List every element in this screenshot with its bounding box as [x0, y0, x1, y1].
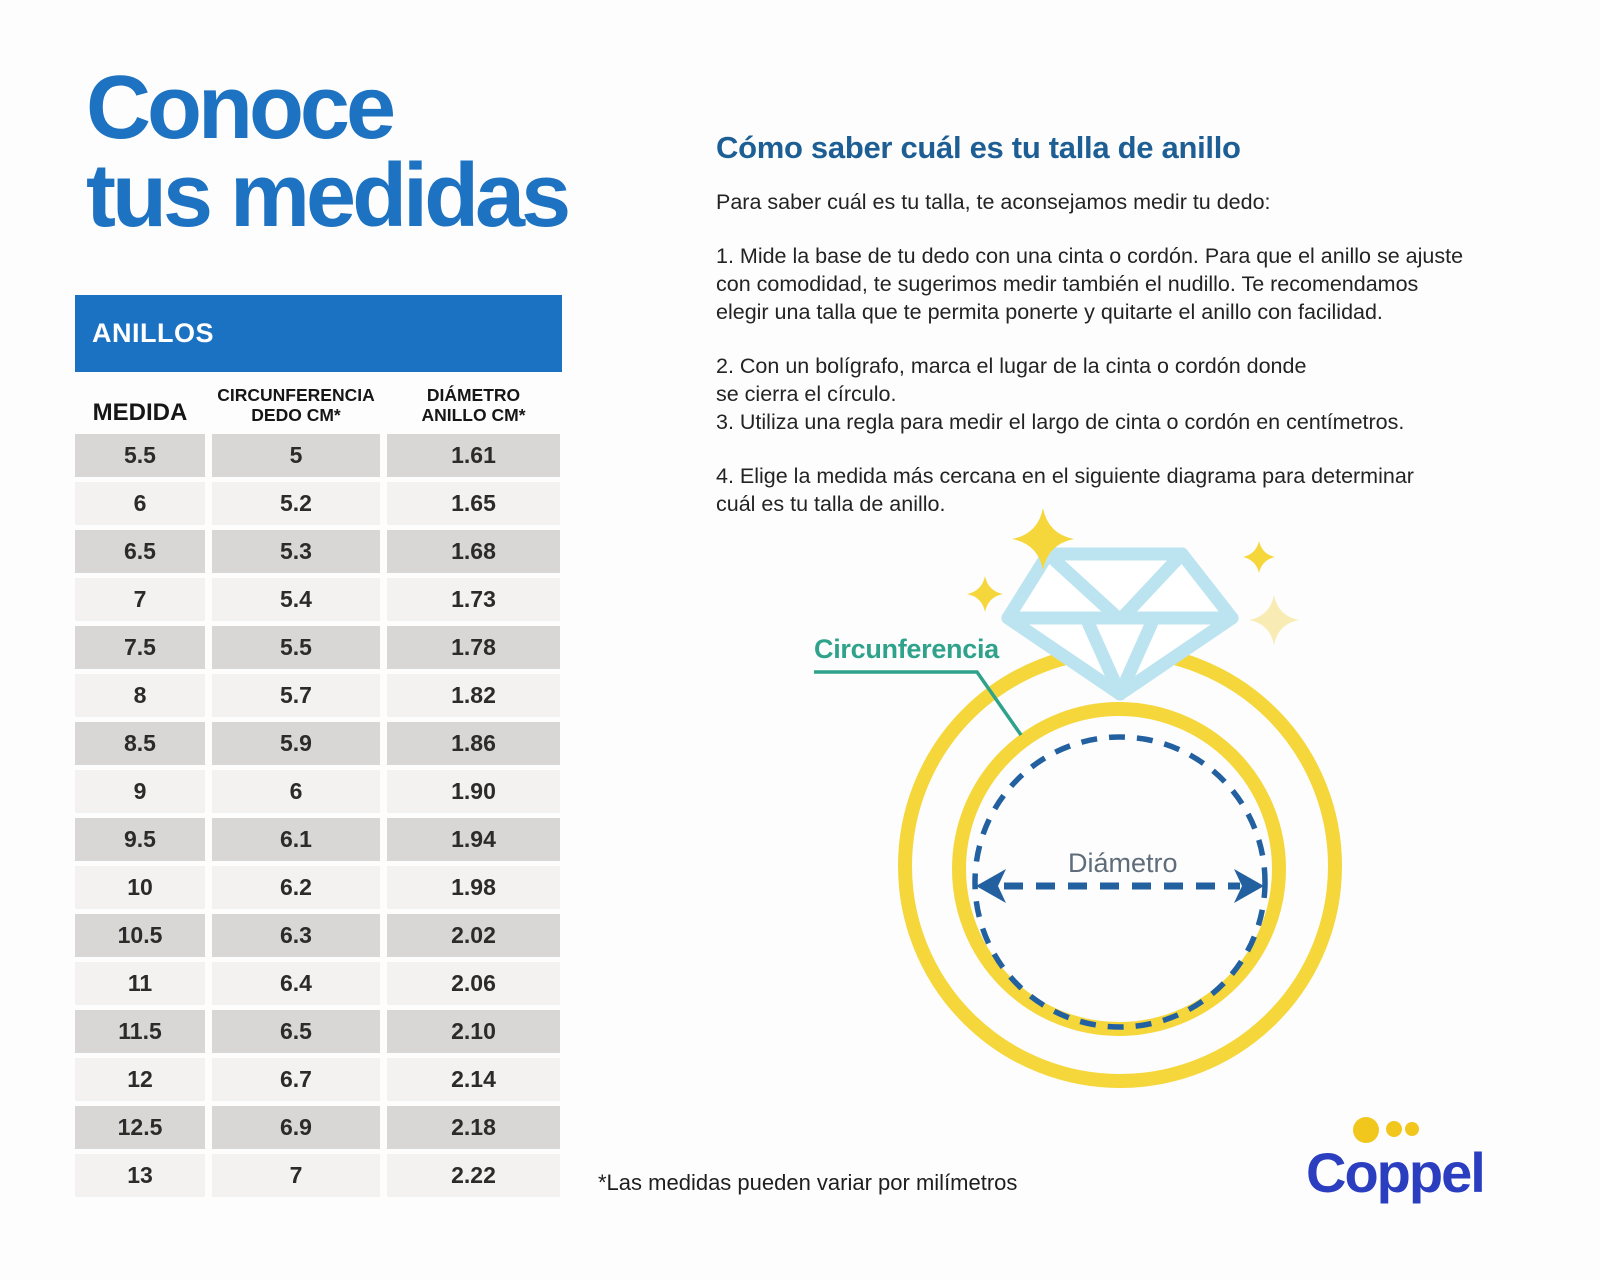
table-cell: 1.90 [387, 770, 560, 813]
table-cell: 5.2 [212, 482, 380, 525]
table-cell: 1.98 [387, 866, 560, 909]
table-cell: 5.5 [212, 626, 380, 669]
table-cell: 2.14 [387, 1058, 560, 1101]
table-cell: 11.5 [75, 1010, 205, 1053]
table-cell: 2.10 [387, 1010, 560, 1053]
table-cell: 7 [212, 1154, 380, 1197]
guide-steps-2-3: 2. Con un bolígrafo, marca el lugar de l… [716, 354, 1405, 434]
circumference-leader-line [814, 670, 1023, 737]
table-cell: 5.9 [212, 722, 380, 765]
table-cell: 6.2 [212, 866, 380, 909]
guide-step-1: 1. Mide la base de tu dedo con una cinta… [716, 244, 1464, 324]
finger-circumference-dashed-circle [972, 734, 1268, 1030]
table-cell: 6.5 [75, 530, 205, 573]
table-cell: 2.02 [387, 914, 560, 957]
table-banner: ANILLOS [75, 295, 562, 372]
diameter-arrowhead-right [1234, 869, 1264, 903]
coppel-logo-dot-medium [1386, 1121, 1402, 1137]
table-cell: 13 [75, 1154, 205, 1197]
table-cell: 1.86 [387, 722, 560, 765]
table-cell: 7.5 [75, 626, 205, 669]
table-cell: 10 [75, 866, 205, 909]
coppel-logo-text: Coppel [1306, 1141, 1486, 1204]
guide-intro: Para saber cuál es tu talla, te aconseja… [716, 190, 1271, 214]
table-cell: 1.61 [387, 434, 560, 477]
coppel-logo: Coppel [1300, 1108, 1520, 1218]
table-cell: 5.7 [212, 674, 380, 717]
table-cell: 9 [75, 770, 205, 813]
page-title-line2: tus medidas [86, 146, 571, 246]
diamond-icon [1001, 547, 1239, 701]
table-cell: 7 [75, 578, 205, 621]
page-title-line1: Conoce [86, 58, 396, 158]
guide-heading: Cómo saber cuál es tu talla de anillo [716, 130, 1241, 165]
table-cell: 1.65 [387, 482, 560, 525]
table-cell: 6 [212, 770, 380, 813]
table-cell: 2.22 [387, 1154, 560, 1197]
table-cell: 1.94 [387, 818, 560, 861]
table-cell: 8 [75, 674, 205, 717]
circumference-label: Circunferencia [814, 634, 999, 664]
table-cell: 8.5 [75, 722, 205, 765]
footnote: *Las medidas pueden variar por milímetro… [598, 1170, 1018, 1195]
table-cell: 5.4 [212, 578, 380, 621]
table-banner-label: ANILLOS [92, 318, 214, 348]
diameter-arrowhead-left [976, 869, 1006, 903]
table-cell: 5.3 [212, 530, 380, 573]
table-column-headers: MEDIDA CIRCUNFERENCIA DEDO CM* DIÁMETRO … [75, 376, 562, 432]
table-cell: 5 [212, 434, 380, 477]
table-cell: 2.18 [387, 1106, 560, 1149]
size-guide: Cómo saber cuál es tu talla de anillo Pa… [716, 130, 1516, 544]
table-cell: 6.4 [212, 962, 380, 1005]
table-cell: 5.5 [75, 434, 205, 477]
table-cell: 1.73 [387, 578, 560, 621]
page-title: Conoce tus medidas [86, 58, 571, 246]
column-header-medida: MEDIDA [92, 399, 188, 426]
size-table: ANILLOS MEDIDA CIRCUNFERENCIA DEDO CM* D… [75, 295, 562, 1197]
table-cell: 1.82 [387, 674, 560, 717]
table-cell: 6.1 [212, 818, 380, 861]
sparkle-icon [1249, 595, 1299, 645]
table-cell: 12.5 [75, 1106, 205, 1149]
coppel-logo-dot-large [1353, 1117, 1379, 1143]
coppel-logo-dot-small [1405, 1122, 1419, 1136]
sparkle-icon [1243, 541, 1275, 573]
table-cell: 6.5 [212, 1010, 380, 1053]
column-header-diametro: DIÁMETRO ANILLO CM* [421, 385, 526, 425]
guide-step-4: 4. Elige la medida más cercana en el sig… [716, 464, 1414, 516]
table-cell: 6.9 [212, 1106, 380, 1149]
table-cell: 6.3 [212, 914, 380, 957]
table-cell: 10.5 [75, 914, 205, 957]
table-cell: 9.5 [75, 818, 205, 861]
table-cell: 1.78 [387, 626, 560, 669]
size-table-rows: 5.5 5 1.61 6 5.2 1.65 6.5 5.3 1.68 7 5.4 1.73 7.5 5.5… [75, 434, 562, 1197]
column-header-circunferencia: CIRCUNFERENCIA DEDO CM* [217, 385, 375, 425]
sparkle-icon [967, 576, 1003, 612]
table-cell: 2.06 [387, 962, 560, 1005]
table-cell: 6 [75, 482, 205, 525]
diameter-label: Diámetro [1068, 848, 1178, 878]
table-cell: 12 [75, 1058, 205, 1101]
table-cell: 6.7 [212, 1058, 380, 1101]
table-cell: 1.68 [387, 530, 560, 573]
table-cell: 11 [75, 962, 205, 1005]
